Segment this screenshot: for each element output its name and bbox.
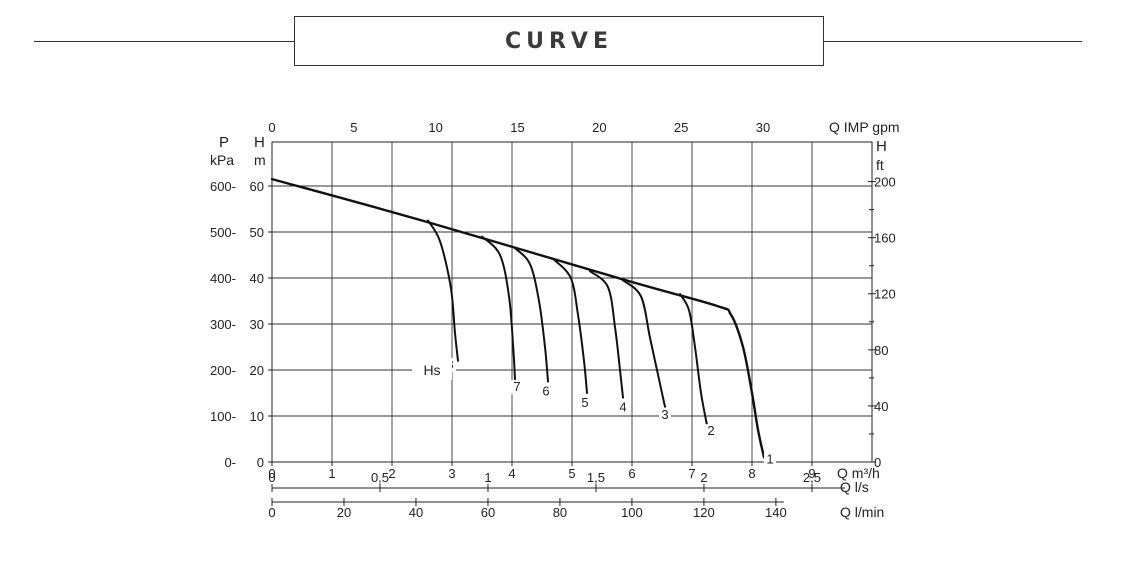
axis-label-p-kpa: P xyxy=(219,134,229,151)
tick-label-q-imp-gpm: 0 xyxy=(268,120,275,135)
tick-label-h-ft: 80 xyxy=(874,343,888,358)
series-label-4: 4 xyxy=(619,400,626,415)
annotation-hs-bg xyxy=(412,360,452,380)
tick-label-h-ft: 120 xyxy=(874,287,896,302)
series-label-bg xyxy=(659,407,671,422)
tick-label-q-m3h: 7 xyxy=(688,466,695,481)
tick-label-q-ls: 0 xyxy=(268,470,275,485)
tick-label-q-m3h: 0 xyxy=(268,466,275,481)
tick-label-q-m3h: 9 xyxy=(808,466,815,481)
tick-label-q-imp-gpm: 15 xyxy=(510,120,524,135)
tick-label-q-m3h: 8 xyxy=(748,466,755,481)
tick-label-q-lmin: 80 xyxy=(553,505,567,520)
series-label-bg xyxy=(705,424,717,439)
tick-label-q-imp-gpm: 30 xyxy=(756,120,770,135)
series-label-1: 1 xyxy=(766,451,773,466)
axis-label-q-ls: Q l/s xyxy=(840,479,869,495)
axis-label-h-ft: H xyxy=(876,138,887,155)
series-curve-1 xyxy=(270,177,766,459)
header-title: CURVE xyxy=(504,28,613,54)
tick-label-q-ls: 2 xyxy=(700,470,707,485)
axis-label-h-m: H xyxy=(254,134,265,151)
tick-label-q-ls: 1,5 xyxy=(587,470,605,485)
series-label-5: 5 xyxy=(581,395,588,410)
tick-label-q-m3h: 6 xyxy=(628,466,635,481)
tick-label-p-kpa: 300- xyxy=(210,317,236,332)
tick-label-p-kpa: 500- xyxy=(210,225,236,240)
series-label-6: 6 xyxy=(542,384,549,399)
series-label-bg xyxy=(511,380,523,395)
series-label-bg xyxy=(540,384,552,399)
header-rule-left xyxy=(34,41,294,42)
tick-label-q-lmin: 60 xyxy=(481,505,495,520)
series-label-bg xyxy=(617,400,629,415)
tick-label-h-m: 40 xyxy=(250,271,264,286)
tick-label-p-kpa: 600- xyxy=(210,179,236,194)
tick-label-p-kpa: 200- xyxy=(210,363,236,378)
tick-label-h-ft: 160 xyxy=(874,231,896,246)
tick-label-q-lmin: 120 xyxy=(693,505,715,520)
tick-label-q-m3h: 2 xyxy=(388,466,395,481)
tick-label-h-ft: 200 xyxy=(874,175,896,190)
tick-label-h-m: 10 xyxy=(250,409,264,424)
tick-label-h-m: 0 xyxy=(257,455,264,470)
axis-label-q-m3h: Q m³/h xyxy=(837,465,880,481)
series-curve-8 xyxy=(427,219,459,362)
axis-unit-h-ft: ft xyxy=(876,157,884,173)
header-rule-right xyxy=(824,41,1082,42)
series-curve-2 xyxy=(679,293,708,427)
axis-label-q-lmin: Q l/min xyxy=(840,504,884,520)
series-curve-4 xyxy=(589,270,624,399)
tick-label-q-lmin: 140 xyxy=(765,505,787,520)
tick-label-q-lmin: 40 xyxy=(409,505,423,520)
tick-label-q-m3h: 4 xyxy=(508,466,515,481)
tick-label-q-m3h: 5 xyxy=(568,466,575,481)
tick-label-q-imp-gpm: 25 xyxy=(674,120,688,135)
tick-label-q-imp-gpm: 20 xyxy=(592,120,606,135)
tick-label-q-lmin: 0 xyxy=(268,505,275,520)
tick-label-q-ls: 2,5 xyxy=(803,470,821,485)
series-label-3: 3 xyxy=(661,407,668,422)
tick-label-h-ft: 40 xyxy=(874,399,888,414)
tick-label-q-ls: 0,5 xyxy=(371,470,389,485)
header-box: CURVE xyxy=(294,16,824,66)
tick-label-q-lmin: 100 xyxy=(621,505,643,520)
series-label-bg xyxy=(579,396,591,410)
series-curve-3 xyxy=(622,279,666,408)
tick-label-h-m: 60 xyxy=(250,179,264,194)
tick-label-q-ls: 1 xyxy=(484,470,491,485)
axis-label-q-imp-gpm: Q IMP gpm xyxy=(829,119,900,135)
tick-label-h-m: 30 xyxy=(250,317,264,332)
tick-label-q-m3h: 1 xyxy=(328,466,335,481)
series-label-bg xyxy=(764,452,776,467)
series-curve-6 xyxy=(514,247,549,383)
tick-label-q-imp-gpm: 10 xyxy=(428,120,442,135)
tick-label-p-kpa: 400- xyxy=(210,271,236,286)
tick-label-q-imp-gpm: 5 xyxy=(350,120,357,135)
axis-unit-p-kpa: kPa xyxy=(210,152,234,168)
series-label-7: 7 xyxy=(513,379,520,394)
tick-label-h-m: 50 xyxy=(250,225,264,240)
tick-label-p-kpa: 100- xyxy=(210,409,236,424)
tick-label-p-kpa: 0- xyxy=(224,455,236,470)
annotation-hs: Hs xyxy=(423,362,440,378)
series-curve-5 xyxy=(553,258,588,394)
tick-label-q-lmin: 20 xyxy=(337,505,351,520)
series-label-2: 2 xyxy=(707,423,714,438)
tick-label-h-ft: 0 xyxy=(874,455,881,470)
tick-label-q-m3h: 3 xyxy=(448,466,455,481)
tick-label-h-m: 20 xyxy=(250,363,264,378)
series-curve-7 xyxy=(481,235,516,381)
axis-unit-h-m: m xyxy=(254,152,266,168)
